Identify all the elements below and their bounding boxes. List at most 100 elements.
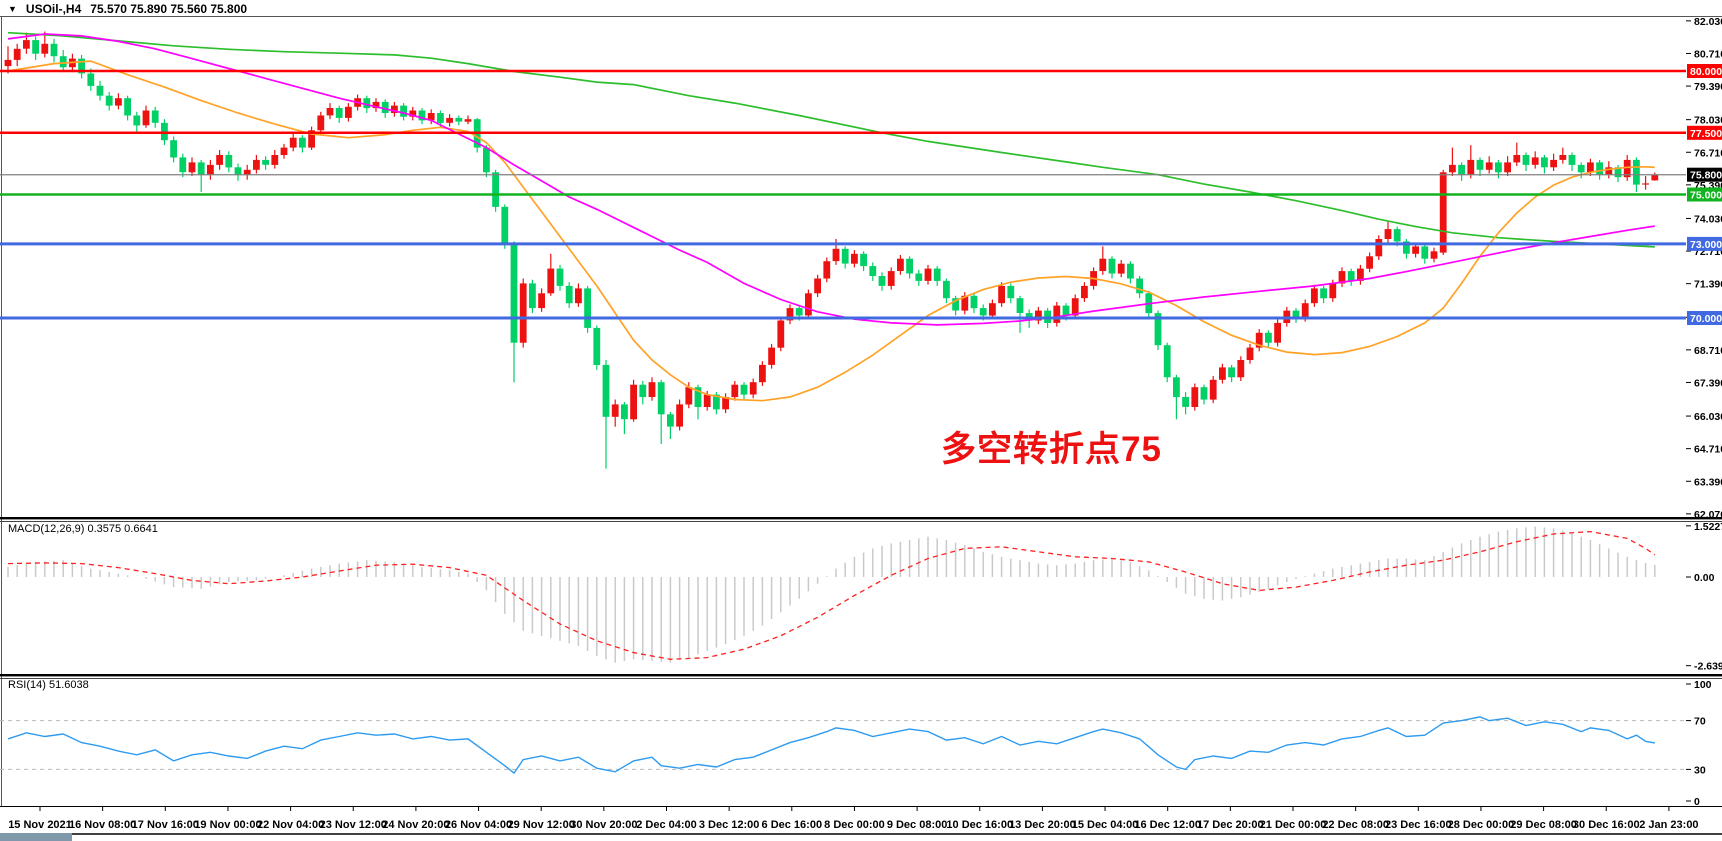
candle-body — [1081, 285, 1088, 299]
candle-body — [657, 382, 665, 415]
candle-body — [1605, 167, 1613, 175]
candle-body — [887, 271, 895, 286]
candle-body — [694, 387, 702, 407]
candle-body — [1311, 288, 1318, 304]
macd-axis-label: 0.00 — [1694, 572, 1715, 584]
candle-body — [225, 155, 233, 168]
candle-body — [805, 293, 812, 316]
rsi-axis-label: 0 — [1694, 796, 1700, 808]
candle-body — [1495, 162, 1502, 173]
candle-body — [391, 105, 398, 113]
candle-body — [915, 273, 923, 281]
candle-body — [740, 384, 748, 395]
candle-body — [667, 414, 674, 427]
candle-body — [501, 206, 509, 244]
candle-body — [547, 268, 555, 294]
candle-body — [639, 384, 647, 398]
x-axis-label: 26 Nov 04:00 — [445, 819, 512, 831]
price-badge-label: 77.500 — [1690, 128, 1722, 140]
candle-body — [759, 364, 766, 383]
candle-body — [602, 364, 610, 417]
candle-body — [897, 258, 904, 271]
candle-body — [1292, 310, 1300, 318]
candle-body — [289, 137, 297, 148]
candle-body — [1651, 174, 1659, 181]
rsi-axis-label: 100 — [1694, 679, 1712, 691]
candle-body — [538, 293, 545, 309]
candle-body — [823, 261, 831, 279]
candle-body — [1274, 322, 1281, 343]
candle-body — [317, 115, 325, 131]
macd-histogram — [7, 526, 1656, 663]
candle-body — [989, 303, 996, 316]
symbol-period-label: USOil-,H4 — [25, 2, 82, 16]
candle-body — [78, 58, 85, 74]
symbol-dropdown-icon[interactable]: ▼ — [8, 4, 17, 14]
panel-divider[interactable] — [0, 674, 1722, 677]
x-axis-label: 30 Nov 20:00 — [570, 819, 637, 831]
candle-body — [115, 98, 122, 106]
candle-body — [630, 384, 637, 420]
candle-body — [280, 147, 288, 155]
candle-body — [1182, 397, 1189, 407]
y-axis-label: 80.710 — [1694, 49, 1722, 61]
price-badge — [1687, 187, 1722, 202]
candle-body — [326, 108, 334, 116]
candle-body — [446, 117, 453, 123]
candle-body — [170, 140, 177, 158]
price-badge-label: 75.000 — [1690, 190, 1722, 202]
candle-body — [151, 110, 159, 123]
panel-divider[interactable] — [0, 517, 1722, 520]
candle-body — [1513, 155, 1521, 163]
candle-body — [1467, 159, 1475, 175]
candle-body — [832, 248, 840, 262]
y-axis-label: 74.030 — [1694, 214, 1722, 226]
candle-body — [998, 285, 1005, 304]
candle-body — [207, 164, 214, 175]
x-axis-label: 29 Dec 08:00 — [1510, 819, 1577, 831]
x-axis-label: 2 Dec 04:00 — [636, 819, 697, 831]
x-axis-label: 3 Dec 12:00 — [699, 819, 760, 831]
candle-body — [1035, 310, 1042, 321]
candle-body — [1430, 251, 1438, 259]
x-axis-label: 9 Dec 08:00 — [887, 819, 948, 831]
candle-body — [216, 155, 223, 165]
scrollbar-thumb[interactable] — [0, 833, 72, 841]
candle-body — [1154, 313, 1162, 346]
candle-body — [1449, 164, 1456, 173]
candle-body — [970, 295, 978, 309]
candle-body — [1596, 162, 1603, 175]
candle-body — [1071, 298, 1079, 316]
candle-body — [427, 113, 435, 121]
x-axis-label: 16 Dec 12:00 — [1134, 819, 1201, 831]
candle-body — [593, 327, 601, 365]
candle-body — [1301, 303, 1309, 318]
price-badge — [1687, 236, 1722, 251]
candle-body — [556, 268, 564, 286]
candle-body — [1476, 159, 1484, 170]
candle-body — [814, 278, 821, 294]
candle-body — [529, 283, 536, 309]
candle-body — [1016, 298, 1024, 313]
candle-body — [1559, 155, 1567, 160]
candle-body — [243, 169, 251, 175]
candle-body — [1127, 263, 1134, 279]
candle-body — [437, 113, 444, 123]
x-axis-label: 15 Nov 2021 — [8, 819, 72, 831]
candle-body — [768, 347, 775, 365]
rsi-indicator-label: RSI(14) 51.6038 — [8, 679, 89, 691]
x-axis-label: 13 Dec 20:00 — [1009, 819, 1076, 831]
ma-magenta-line — [7, 33, 1655, 326]
candle-body — [23, 40, 30, 49]
price-badge — [1687, 64, 1722, 78]
x-axis-label: 17 Nov 16:00 — [132, 819, 199, 831]
y-axis-label: 82.030 — [1694, 16, 1722, 28]
candle-body — [713, 394, 720, 410]
x-axis-label: 23 Nov 12:00 — [320, 819, 387, 831]
y-axis-label: 71.390 — [1694, 279, 1722, 291]
chart-annotation: 多空转折点75 — [941, 430, 1162, 469]
candle-body — [878, 276, 886, 286]
candle-body — [409, 110, 417, 117]
